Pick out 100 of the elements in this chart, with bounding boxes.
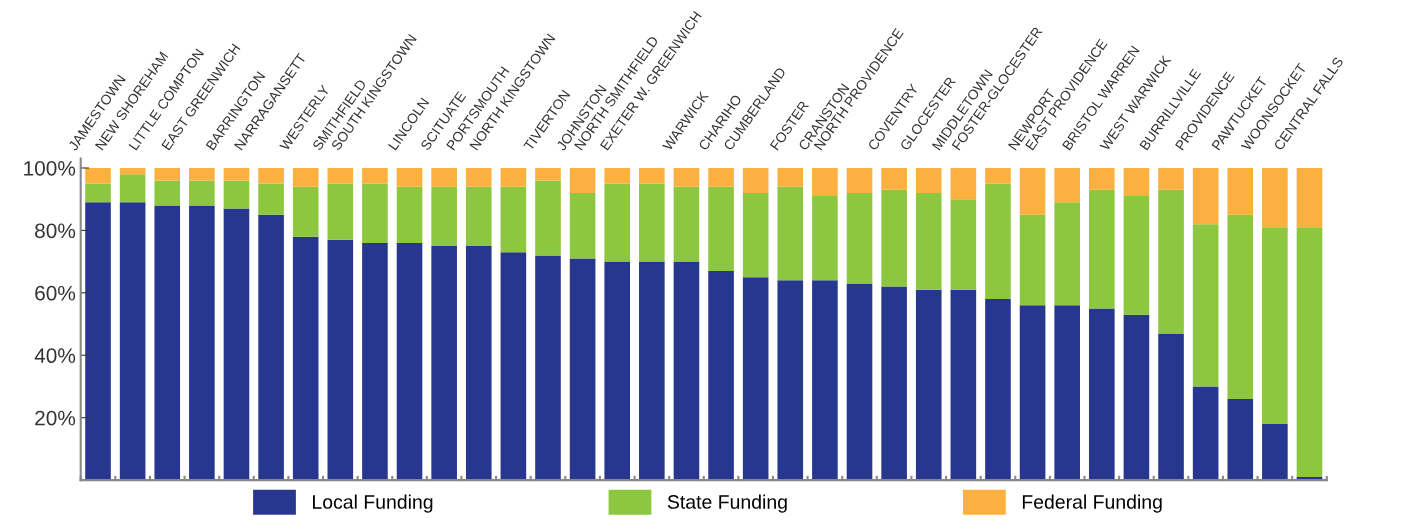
bar (431, 246, 457, 481)
bar (1123, 314, 1150, 481)
bar (915, 192, 942, 290)
legend-label: Local Funding (313, 494, 433, 513)
bar (812, 280, 838, 481)
bar (1054, 202, 1080, 306)
bar (673, 186, 700, 262)
bar (742, 167, 769, 193)
bar (154, 205, 181, 481)
bar (431, 186, 457, 247)
bar (327, 167, 354, 184)
bar (465, 167, 492, 187)
bar (639, 167, 665, 184)
bar (985, 183, 1011, 300)
bar (777, 167, 804, 187)
bar (189, 205, 215, 481)
bar (569, 258, 596, 481)
bar (1089, 189, 1115, 309)
bar (119, 167, 146, 175)
bar (327, 239, 354, 481)
bar (708, 167, 734, 187)
bar (915, 289, 942, 481)
bar (742, 192, 769, 278)
bar (604, 183, 631, 262)
bar (985, 167, 1011, 184)
bar (1054, 167, 1080, 203)
bar (1192, 167, 1219, 225)
y-tick-label: 100% (24, 160, 76, 176)
bar (673, 167, 700, 187)
bar (812, 196, 838, 281)
bar (1296, 227, 1323, 477)
bar (189, 180, 215, 206)
bar (604, 167, 631, 184)
bar (1019, 214, 1046, 306)
bar (154, 180, 181, 206)
bar (362, 183, 388, 243)
bar (846, 283, 873, 481)
bar (362, 167, 388, 184)
bar (1019, 167, 1046, 215)
bar (85, 183, 111, 203)
bar (535, 180, 561, 256)
bar (119, 202, 146, 481)
bar (1262, 227, 1288, 424)
bar (85, 167, 111, 184)
bar (1227, 214, 1254, 399)
bar (708, 186, 734, 271)
bar (223, 167, 250, 181)
bar (396, 186, 423, 243)
bar (950, 199, 977, 290)
bar (881, 189, 907, 287)
legend-label: Federal Funding (1022, 494, 1162, 513)
bar (1262, 423, 1288, 481)
bar (1089, 308, 1115, 481)
bar (292, 236, 319, 481)
bar (1158, 167, 1184, 190)
bar (258, 214, 284, 481)
bar (396, 242, 423, 481)
bar (1262, 167, 1288, 228)
bar (915, 167, 942, 193)
bar (362, 242, 388, 481)
bar (1123, 167, 1150, 197)
bar (223, 208, 250, 481)
bar (535, 167, 561, 181)
bar (1158, 333, 1184, 481)
bar (708, 270, 734, 481)
bar (1123, 196, 1150, 315)
bar (673, 261, 700, 481)
bar (1227, 398, 1254, 481)
bar (189, 167, 215, 181)
bar (881, 286, 907, 481)
bar (500, 167, 527, 187)
bar (1192, 386, 1219, 481)
y-tick-label: 60% (35, 285, 76, 301)
bar (881, 167, 907, 190)
bar (777, 186, 804, 281)
y-tick-label: 20% (35, 410, 76, 426)
bar (292, 167, 319, 187)
bar (1089, 167, 1115, 190)
bar (85, 202, 111, 481)
bar (569, 167, 596, 193)
bar (985, 299, 1011, 481)
bar (465, 246, 492, 481)
bar (500, 186, 527, 253)
bar (223, 180, 250, 209)
bar (1054, 305, 1080, 481)
bar (1192, 224, 1219, 387)
bar (846, 192, 873, 284)
bar (258, 183, 284, 215)
bar (431, 167, 457, 187)
bar (154, 167, 181, 181)
bar (604, 261, 631, 481)
bar (950, 289, 977, 481)
bar (119, 174, 146, 203)
bar (1158, 189, 1184, 334)
bar (327, 183, 354, 240)
bar (742, 277, 769, 481)
bar (292, 186, 319, 237)
legend-label: State Funding (667, 494, 787, 513)
bar (500, 252, 527, 481)
bar (950, 167, 977, 200)
